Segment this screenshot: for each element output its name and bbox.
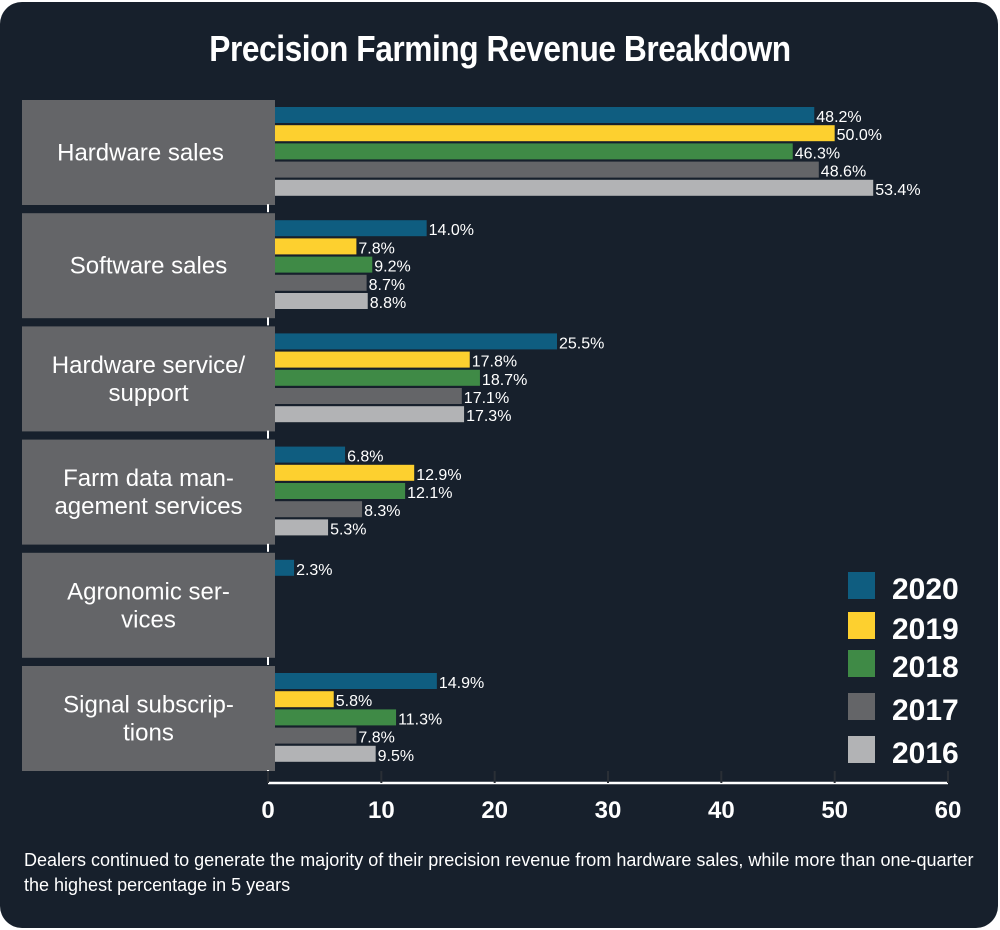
category-label: Agronomic ser- [67,578,230,605]
bar-2019 [275,691,334,708]
category-label: vices [121,606,176,633]
bar-2017 [275,161,819,178]
value-label: 7.8% [358,240,394,257]
legend-label-2019: 2019 [892,613,959,646]
category-box [22,100,275,205]
bar-2016 [275,293,368,309]
value-label: 9.5% [378,748,414,765]
value-label: 8.7% [369,277,405,294]
category-box [22,213,275,319]
bar-2016 [275,179,874,196]
value-label: 48.6% [821,164,866,181]
x-tick-label: 20 [481,797,508,824]
bar-2017 [275,274,367,291]
category-box [22,552,275,658]
value-label: 14.0% [429,222,474,239]
category-label: Software sales [70,253,227,280]
bar-2018 [275,143,793,160]
category-label: Signal subscrip- [63,692,234,719]
value-label: 9.2% [374,259,410,276]
value-label: 8.8% [370,295,406,312]
value-label: 5.8% [336,693,372,710]
legend-swatch-2016 [848,736,875,763]
value-label: 53.4% [875,182,920,199]
value-label: 48.2% [816,109,861,126]
x-tick-label: 0 [261,797,274,824]
bar-2017 [275,727,357,744]
chart-title: Precision Farming Revenue Breakdown [209,28,791,69]
value-label: 5.3% [330,521,366,538]
bar-2019 [275,464,415,481]
value-label: 17.8% [472,354,517,371]
category-box [22,439,275,545]
category-label: Hardware sales [57,140,224,167]
legend-swatch-2020 [848,572,875,599]
x-tick-label: 10 [368,797,395,824]
bar-2020 [275,446,346,463]
category-label: support [108,380,188,407]
value-label: 25.5% [559,335,604,352]
x-tick-label: 60 [935,797,962,824]
bar-2020 [275,220,427,237]
bar-2018 [275,483,406,499]
bar-2019 [275,238,357,255]
bar-2017 [275,501,363,518]
value-label: 11.3% [398,711,442,728]
bar-2018 [275,256,373,273]
value-label: 18.7% [482,372,527,389]
value-label: 46.3% [795,145,840,162]
bar-2020 [275,559,295,576]
value-label: 50.0% [837,127,882,144]
bar-2020 [275,107,815,123]
legend-label-2017: 2017 [892,694,959,727]
value-label: 12.9% [416,467,461,484]
value-label: 12.1% [407,485,452,502]
legend-swatch-2018 [848,650,875,677]
category-box [22,326,275,432]
bar-2016 [275,745,376,762]
category-label: tions [123,720,174,747]
value-label: 8.3% [364,503,400,520]
value-label: 14.9% [439,675,484,692]
legend-label-2020: 2020 [892,573,959,606]
bar-2017 [275,388,462,404]
legend-swatch-2019 [848,612,875,639]
legend-swatch-2017 [848,693,875,720]
category-label: Farm data man- [63,465,234,492]
value-label: 6.8% [347,449,383,466]
legend-label-2018: 2018 [892,651,959,684]
bar-2016 [275,519,329,536]
bar-2019 [275,125,835,142]
legend-label-2016: 2016 [892,737,959,770]
value-label: 17.3% [466,408,511,425]
value-label: 2.3% [296,562,332,579]
bar-2018 [275,369,480,386]
value-label: 7.8% [358,730,394,747]
bar-2020 [275,673,437,689]
x-tick-label: 30 [595,797,622,824]
x-tick-label: 50 [821,797,848,824]
bar-2020 [275,333,557,350]
bar-2016 [275,406,465,423]
value-label: 17.1% [464,390,509,407]
x-tick-label: 40 [708,797,735,824]
bar-2019 [275,351,470,368]
category-label: agement services [54,493,242,520]
chart-caption: Dealers continued to generate the majori… [24,850,974,895]
category-label: Hardware service/ [52,352,246,379]
bar-2018 [275,709,397,726]
category-box [22,666,275,771]
